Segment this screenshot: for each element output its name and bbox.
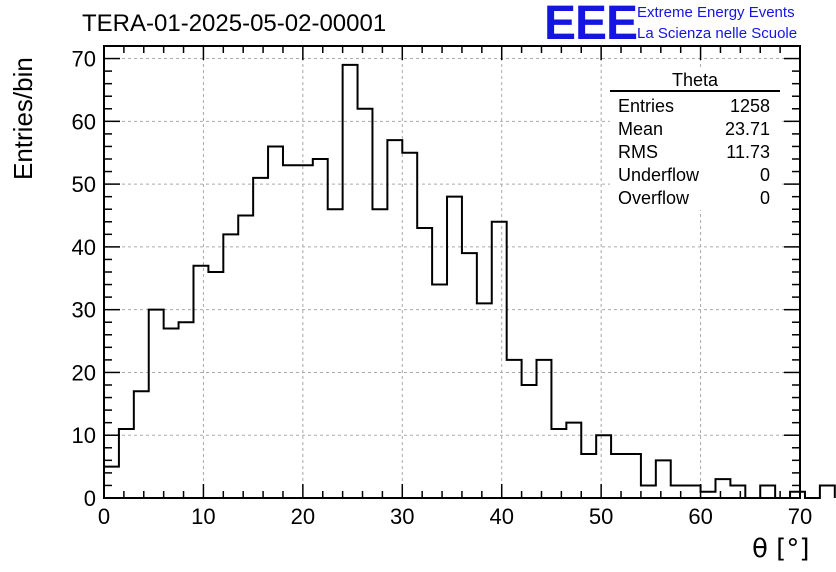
histogram-bin <box>283 165 298 498</box>
y-tick-label: 30 <box>72 298 96 323</box>
brand-line-1: Extreme Energy Events <box>637 4 795 21</box>
stats-label: RMS <box>618 142 658 162</box>
histogram-bin <box>253 178 268 498</box>
histogram-bin <box>432 285 447 498</box>
histogram-bin <box>358 109 373 498</box>
stats-box: Theta Entries 1258 Mean 23.71 RMS 11.73 … <box>610 70 780 210</box>
x-axis-label: θ [°] <box>752 534 810 564</box>
histogram-bin <box>238 216 253 499</box>
x-tick-label: 10 <box>191 504 215 529</box>
histogram-bin <box>164 329 179 499</box>
histogram-bin <box>611 454 626 498</box>
histogram-bin <box>641 485 656 498</box>
histogram-bin <box>477 303 492 498</box>
histogram-bin <box>462 253 477 498</box>
histogram-bin <box>626 454 641 498</box>
histogram-bin <box>223 234 238 498</box>
y-tick-label: 50 <box>72 172 96 197</box>
stats-row-underflow: Underflow 0 <box>610 164 780 187</box>
histogram-bin <box>671 485 686 498</box>
histogram-bin <box>119 429 134 498</box>
x-tick-label: 70 <box>788 504 812 529</box>
x-tick-label: 60 <box>688 504 712 529</box>
x-tick-label: 0 <box>98 504 110 529</box>
histogram-bin <box>268 146 283 498</box>
histogram-bin <box>596 435 611 498</box>
x-tick-label: 20 <box>291 504 315 529</box>
stats-row-rms: RMS 11.73 <box>610 141 780 164</box>
stats-value: 11.73 <box>726 142 770 162</box>
stats-title: Theta <box>610 70 780 92</box>
histogram-bin <box>566 423 581 498</box>
eee-logo: EEE <box>544 0 638 50</box>
histogram-bin <box>715 479 730 498</box>
histogram-bin <box>522 385 537 498</box>
y-tick-label: 0 <box>84 486 96 511</box>
stats-label: Underflow <box>618 165 700 185</box>
histogram-bin <box>730 485 745 498</box>
histogram-bin <box>328 209 343 498</box>
stats-row-mean: Mean 23.71 <box>610 118 780 141</box>
histogram-bin <box>417 228 432 498</box>
histogram-bin <box>149 310 164 498</box>
histogram-bin <box>134 391 149 498</box>
stats-value: 0 <box>759 188 770 208</box>
histogram-bin <box>820 485 835 498</box>
histogram-bin <box>179 322 194 498</box>
y-tick-label: 40 <box>72 235 96 260</box>
histogram-bin <box>492 222 507 498</box>
y-tick-label: 20 <box>72 360 96 385</box>
histogram-bin <box>343 65 358 498</box>
histogram-bin <box>581 454 596 498</box>
histogram-bin <box>507 360 522 498</box>
y-tick-label: 10 <box>72 423 96 448</box>
histogram-bin <box>656 460 671 498</box>
histogram-bin <box>387 140 402 498</box>
histogram-bin <box>313 159 328 498</box>
histogram-bin <box>193 266 208 498</box>
stats-value: 23.71 <box>724 119 770 139</box>
y-tick-label: 70 <box>72 47 96 72</box>
x-tick-label: 50 <box>589 504 613 529</box>
stats-value: 0 <box>759 165 770 185</box>
stats-label: Overflow <box>618 188 690 208</box>
histogram-bin <box>447 197 462 498</box>
x-tick-label: 40 <box>489 504 513 529</box>
stats-label: Mean <box>618 119 664 139</box>
stats-row-entries: Entries 1258 <box>610 95 780 118</box>
y-axis-label: Entries/bin <box>8 57 38 180</box>
histogram-bin <box>551 429 566 498</box>
histogram-series <box>103 63 836 499</box>
histogram-bin <box>298 165 313 498</box>
stats-value: 1258 <box>729 96 770 116</box>
histogram-bin <box>104 467 119 498</box>
histogram-bin <box>372 209 387 498</box>
histogram-bin <box>537 360 552 498</box>
histogram-bin <box>402 153 417 498</box>
x-tick-label: 30 <box>390 504 414 529</box>
stats-label: Entries <box>618 96 675 116</box>
y-tick-label: 60 <box>72 109 96 134</box>
histogram-bin <box>760 485 775 498</box>
chart-title: TERA-01-2025-05-02-00001 <box>82 10 387 37</box>
stats-row-overflow: Overflow 0 <box>610 187 780 210</box>
histogram-bin <box>686 485 701 498</box>
histogram-bin <box>208 272 223 498</box>
brand-line-2: La Scienza nelle Scuole <box>637 25 798 42</box>
